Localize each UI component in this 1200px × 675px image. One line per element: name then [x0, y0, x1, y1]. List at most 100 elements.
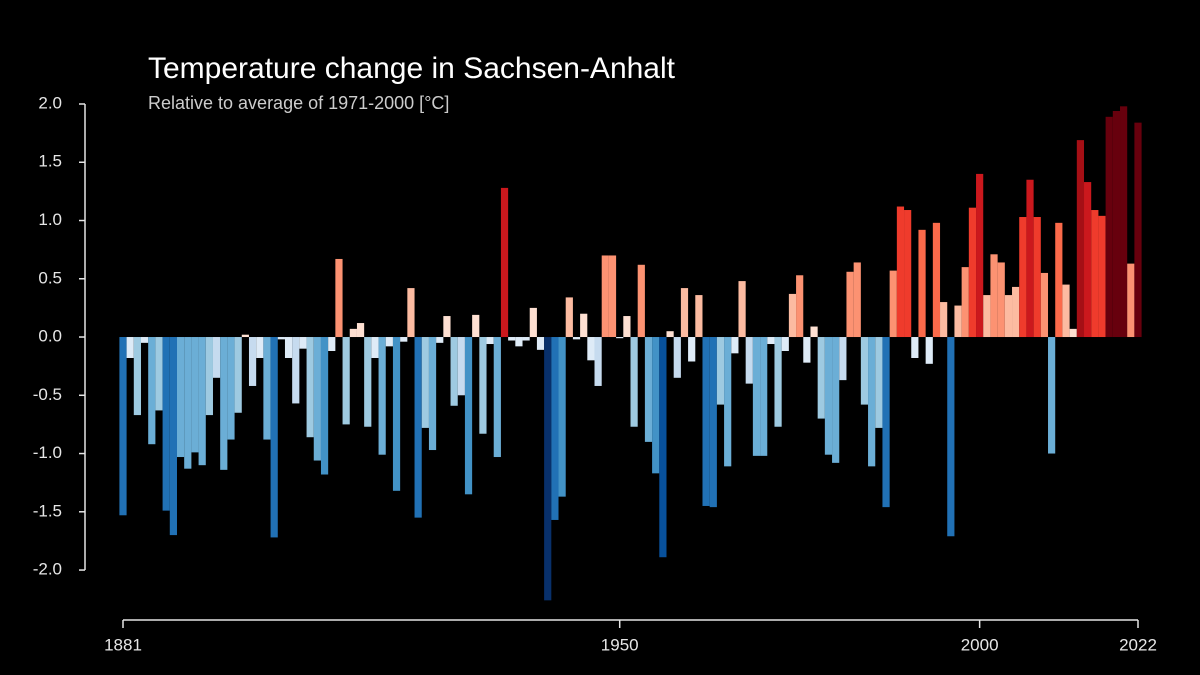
x-tick-label: 2022	[1119, 635, 1157, 654]
bar	[162, 337, 170, 511]
bar	[767, 337, 775, 345]
bar	[882, 337, 890, 508]
bar	[724, 337, 732, 467]
bar	[472, 314, 480, 338]
x-tick-label: 1950	[601, 635, 639, 654]
bar	[364, 337, 372, 427]
bar	[580, 313, 588, 338]
bar	[457, 337, 465, 396]
bar	[299, 337, 307, 349]
y-tick-label: 1.0	[38, 210, 62, 229]
bar	[853, 262, 861, 338]
bar	[652, 337, 660, 474]
bar	[860, 337, 869, 405]
bar	[270, 337, 278, 538]
bar	[205, 337, 213, 416]
bar	[911, 337, 919, 358]
bar	[1084, 182, 1092, 338]
bar	[904, 210, 912, 338]
bar	[536, 337, 545, 350]
bar	[515, 337, 523, 347]
y-tick-label: -2.0	[33, 560, 62, 579]
bar	[198, 337, 206, 466]
bar	[392, 337, 401, 491]
bar	[292, 337, 300, 404]
bar	[558, 337, 566, 497]
bar	[666, 331, 674, 338]
bar	[378, 337, 386, 455]
bar	[234, 337, 242, 413]
chart-subtitle: Relative to average of 1971-2000 [°C]	[148, 93, 449, 113]
bar	[983, 295, 991, 338]
bar	[832, 337, 840, 463]
bar	[1040, 272, 1049, 338]
bar	[421, 337, 429, 428]
bar	[695, 295, 703, 338]
bar	[644, 337, 653, 442]
bar	[176, 337, 185, 458]
bar	[306, 337, 314, 438]
bar	[263, 337, 271, 440]
bar	[925, 337, 933, 364]
bar	[565, 297, 573, 338]
bar	[608, 255, 617, 338]
bar	[407, 288, 415, 338]
y-tick-label: 0.5	[38, 268, 62, 287]
bar	[731, 337, 739, 354]
bar	[342, 337, 350, 425]
bar	[248, 337, 257, 386]
bar	[385, 337, 393, 347]
bar	[839, 337, 847, 381]
bar	[659, 337, 667, 558]
bar	[529, 307, 537, 338]
bar	[760, 337, 768, 456]
y-tick-label: -1.5	[33, 501, 62, 520]
bar	[277, 337, 285, 340]
bar	[479, 337, 487, 434]
bar	[630, 337, 638, 427]
chart-title: Temperature change in Sachsen-Anhalt	[148, 52, 676, 85]
bar	[587, 337, 595, 361]
bar	[673, 337, 681, 378]
bar	[637, 264, 645, 338]
bar	[335, 258, 343, 338]
bar	[1026, 179, 1034, 338]
bar	[997, 262, 1005, 338]
bar	[896, 206, 905, 338]
bar	[493, 337, 501, 458]
bar	[544, 337, 552, 601]
y-tick-label: 1.5	[38, 152, 62, 171]
bar	[1134, 122, 1142, 338]
bar	[889, 270, 897, 338]
bar	[400, 337, 408, 342]
bar	[688, 337, 696, 362]
bar	[572, 337, 581, 340]
bar	[623, 316, 631, 338]
bar	[1112, 110, 1121, 338]
bar	[320, 337, 329, 475]
y-tick-label: 2.0	[38, 93, 62, 112]
bar	[796, 275, 804, 338]
bar	[781, 337, 789, 352]
bar	[918, 229, 926, 338]
bar	[155, 337, 163, 411]
bar	[414, 337, 422, 518]
bar	[508, 337, 516, 341]
bar	[738, 281, 746, 338]
bar	[1055, 222, 1063, 338]
bar	[284, 337, 293, 358]
bar	[990, 254, 998, 338]
bar	[436, 337, 444, 343]
bar	[349, 328, 357, 338]
bar	[940, 302, 948, 338]
bar	[169, 337, 177, 536]
bar	[817, 337, 825, 419]
bar	[702, 337, 710, 506]
bar	[594, 337, 602, 386]
bar	[752, 337, 761, 456]
bar	[824, 337, 833, 455]
bar	[774, 337, 782, 427]
bar	[212, 337, 221, 378]
bar	[522, 337, 530, 341]
